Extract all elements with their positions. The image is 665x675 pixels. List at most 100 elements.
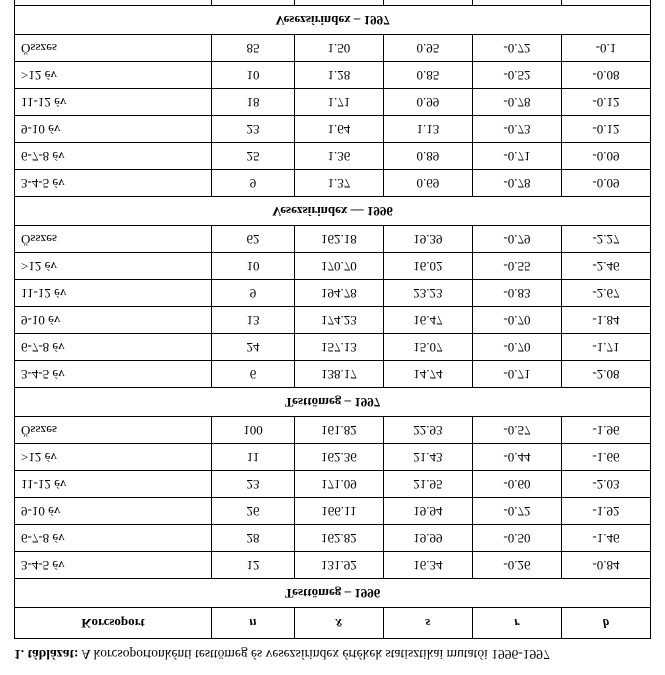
section-title-row: Testtömeg – 1996: [15, 579, 651, 608]
table-row: 3-4-5 év91.370.69-0.78-0.09: [15, 170, 651, 197]
row-group-label: 6-7-8 év: [15, 334, 212, 361]
cell-b: -0.08: [561, 62, 650, 89]
row-group-label: 3-4-5 év: [15, 0, 212, 6]
caption-text: A korcsoportonkénti testtömeg és vesezsí…: [79, 647, 550, 662]
table-row: 9-10 év26166.1119.94-0.72-1.92: [15, 498, 651, 525]
cell-mean: 161.82: [294, 417, 383, 444]
cell-n: 100: [212, 417, 295, 444]
header-row: Korcsoport n x̄ s r b: [15, 608, 651, 639]
cell-n: 12: [212, 552, 295, 579]
cell-b: -0.12: [561, 89, 650, 116]
cell-n: 25: [212, 143, 295, 170]
row-group-label: 11-12 év: [15, 471, 212, 498]
cell-r: -0.57: [472, 417, 561, 444]
cell-n: 5: [212, 0, 295, 6]
cell-b: -0.05: [561, 0, 650, 6]
cell-b: -0.84: [561, 552, 650, 579]
cell-b: -0.09: [561, 170, 650, 197]
cell-n: 6: [212, 361, 295, 388]
cell-mean: 138.17: [294, 361, 383, 388]
cell-r: -0.73: [472, 116, 561, 143]
cell-mean: 157.13: [294, 334, 383, 361]
cell-n: 23: [212, 471, 295, 498]
cell-r: -0.78: [472, 89, 561, 116]
col-n: n: [212, 608, 295, 639]
row-group-label: Összes: [15, 417, 212, 444]
table-row: 11-12 év181.710.99-0.78-0.12: [15, 89, 651, 116]
row-group-label: 11-12 év: [15, 89, 212, 116]
cell-b: -2.03: [561, 471, 650, 498]
table-row: 9-10 év231.641.13-0.73-0.12: [15, 116, 651, 143]
cell-mean: 1.37: [294, 170, 383, 197]
cell-mean: 1.71: [294, 89, 383, 116]
cell-s: 19.99: [383, 525, 472, 552]
table-row: 6-7-8 év251.360.89-0.71-0.09: [15, 143, 651, 170]
col-s: s: [383, 608, 472, 639]
cell-s: 16.47: [383, 307, 472, 334]
cell-s: 0.33: [383, 0, 472, 6]
cell-n: 9: [212, 170, 295, 197]
col-r: r: [472, 608, 561, 639]
table-row: Összes851.500.95-0.72-0.1: [15, 35, 651, 62]
cell-b: -0.1: [561, 35, 650, 62]
section-title: Vesezsírindex — 1996: [15, 197, 651, 226]
col-b: b: [561, 608, 650, 639]
table-row: 11-12 év9194.7823.23-0.83-2.67: [15, 280, 651, 307]
col-group: Korcsoport: [15, 608, 212, 639]
cell-r: -0.70: [472, 307, 561, 334]
table-row: 9-10 év13174.2316.47-0.70-1.84: [15, 307, 651, 334]
cell-mean: 1.36: [294, 143, 383, 170]
cell-n: 85: [212, 35, 295, 62]
cell-r: -0.26: [472, 552, 561, 579]
row-group-label: 9-10 év: [15, 116, 212, 143]
cell-s: 1.13: [383, 116, 472, 143]
cell-b: -2.46: [561, 253, 650, 280]
cell-s: 22.93: [383, 417, 472, 444]
cell-b: -0.12: [561, 116, 650, 143]
cell-mean: 1.64: [294, 116, 383, 143]
table-row: Összes62162.1819.39-0.79-2.27: [15, 226, 651, 253]
section-title-row: Testtömeg – 1997: [15, 388, 651, 417]
cell-mean: 171.09: [294, 471, 383, 498]
cell-mean: 162.36: [294, 444, 383, 471]
section-title: Testtömeg – 1996: [15, 579, 651, 608]
cell-r: -0.83: [472, 280, 561, 307]
row-group-label: 9-10 év: [15, 307, 212, 334]
table-row: 3-4-5 év51.210.33-0.79-0.05: [15, 0, 651, 6]
cell-n: 62: [212, 226, 295, 253]
table-row: 3-4-5 év12131.9216.34-0.26-0.84: [15, 552, 651, 579]
cell-n: 9: [212, 280, 295, 307]
cell-r: -0.44: [472, 444, 561, 471]
row-group-label: Összes: [15, 35, 212, 62]
cell-b: -2.27: [561, 226, 650, 253]
row-group-label: 3-4-5 év: [15, 170, 212, 197]
cell-s: 14.74: [383, 361, 472, 388]
section-title: Testtömeg – 1997: [15, 388, 651, 417]
cell-n: 23: [212, 116, 295, 143]
cell-s: 0.99: [383, 89, 472, 116]
cell-n: 18: [212, 89, 295, 116]
cell-mean: 170.70: [294, 253, 383, 280]
cell-r: -0.79: [472, 0, 561, 6]
col-mean: x̄: [294, 608, 383, 639]
row-group-label: 6-7-8 év: [15, 143, 212, 170]
table-row: 3-4-5 év6138.1714.74-0.71-2.08: [15, 361, 651, 388]
cell-n: 24: [212, 334, 295, 361]
table-row: >12 év101.280.85-0.52-0.08: [15, 62, 651, 89]
row-group-label: >12 év: [15, 253, 212, 280]
cell-r: -0.70: [472, 334, 561, 361]
cell-s: 21.95: [383, 471, 472, 498]
cell-s: 0.69: [383, 170, 472, 197]
section-title-row: Vesezsírindex – 1997: [15, 6, 651, 35]
section-title-row: Vesezsírindex — 1996: [15, 197, 651, 226]
row-group-label: Összes: [15, 226, 212, 253]
stats-table: Korcsoport n x̄ s r b Testtömeg – 19963-…: [14, 0, 651, 639]
cell-n: 10: [212, 253, 295, 280]
cell-mean: 131.92: [294, 552, 383, 579]
cell-n: 11: [212, 444, 295, 471]
cell-r: -0.71: [472, 361, 561, 388]
table-row: 6-7-8 év28162.8219.99-0.50-1.46: [15, 525, 651, 552]
table-row: Összes100161.8222.93-0.57-1.96: [15, 417, 651, 444]
cell-r: -0.79: [472, 226, 561, 253]
cell-mean: 162.82: [294, 525, 383, 552]
